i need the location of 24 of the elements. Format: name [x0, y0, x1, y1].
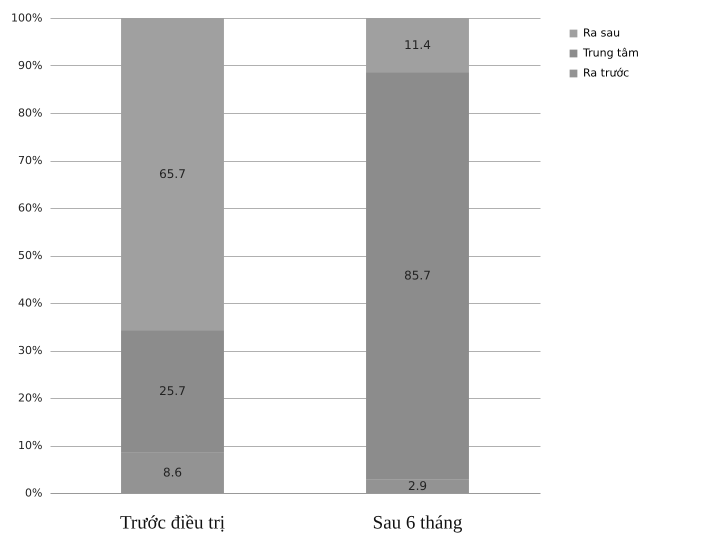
- data-label: 65.7: [159, 167, 186, 182]
- y-tick-label: 0%: [25, 486, 42, 500]
- x-tick-label: Trước điều trị: [120, 512, 226, 534]
- bar: [121, 18, 224, 330]
- data-label: 2.9: [408, 479, 428, 494]
- y-tick-label: 80%: [18, 106, 42, 120]
- y-tick-label: 100%: [11, 12, 42, 24]
- y-tick-label: 20%: [18, 392, 42, 404]
- data-label: 8.6: [162, 466, 182, 480]
- data-label: 25.7: [159, 384, 186, 398]
- legend-label: Ra sau: [583, 26, 620, 40]
- x-tick-label: Sau 6 tháng: [372, 512, 463, 534]
- bar: [366, 18, 469, 72]
- legend-label: Trung tâm: [582, 46, 639, 60]
- legend-label: Ra trước: [583, 66, 630, 80]
- y-tick-label: 40%: [18, 296, 42, 310]
- y-tick-label: 30%: [18, 344, 42, 357]
- y-tick-label: 10%: [18, 439, 42, 452]
- y-tick-label: 90%: [18, 59, 42, 72]
- data-label: 11.4: [404, 38, 431, 52]
- data-label: 85.7: [404, 268, 431, 283]
- y-tick-label: 60%: [18, 202, 42, 214]
- y-tick-label: 50%: [18, 249, 42, 262]
- y-tick-label: 70%: [18, 154, 42, 167]
